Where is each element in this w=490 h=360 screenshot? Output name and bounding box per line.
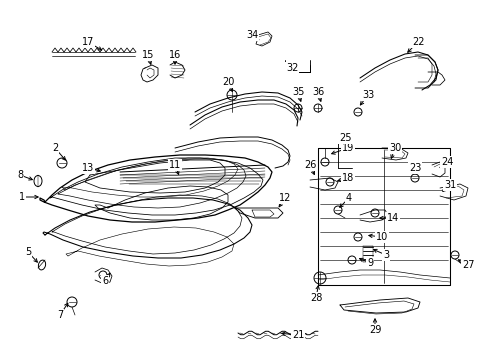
Text: 35: 35 — [292, 87, 304, 97]
Text: 23: 23 — [409, 163, 421, 173]
Text: 16: 16 — [169, 50, 181, 60]
Text: 20: 20 — [222, 77, 234, 87]
Text: 29: 29 — [369, 325, 381, 335]
Text: 17: 17 — [82, 37, 94, 47]
Text: 22: 22 — [412, 37, 424, 47]
Text: 13: 13 — [82, 163, 94, 173]
Text: 11: 11 — [169, 160, 181, 170]
Text: 3: 3 — [383, 250, 389, 260]
Text: 6: 6 — [102, 276, 108, 286]
Text: 10: 10 — [376, 232, 388, 242]
Text: 8: 8 — [17, 170, 23, 180]
Text: 28: 28 — [310, 293, 322, 303]
Text: 30: 30 — [389, 143, 401, 153]
Text: 27: 27 — [462, 260, 474, 270]
Text: 14: 14 — [387, 213, 399, 223]
Text: 33: 33 — [362, 90, 374, 100]
Text: 1: 1 — [19, 192, 25, 202]
Text: 31: 31 — [444, 180, 456, 190]
Text: 7: 7 — [57, 310, 63, 320]
Text: 32: 32 — [286, 63, 298, 73]
Text: 26: 26 — [304, 160, 316, 170]
Text: 34: 34 — [246, 30, 258, 40]
Text: 18: 18 — [342, 173, 354, 183]
Text: 25: 25 — [339, 133, 351, 143]
Text: 19: 19 — [342, 143, 354, 153]
Text: 9: 9 — [367, 258, 373, 268]
Text: 15: 15 — [142, 50, 154, 60]
Text: 2: 2 — [52, 143, 58, 153]
Text: 36: 36 — [312, 87, 324, 97]
Text: 21: 21 — [292, 330, 304, 340]
Text: 4: 4 — [346, 193, 352, 203]
Text: 12: 12 — [279, 193, 291, 203]
Text: 5: 5 — [25, 247, 31, 257]
Text: 24: 24 — [441, 157, 453, 167]
